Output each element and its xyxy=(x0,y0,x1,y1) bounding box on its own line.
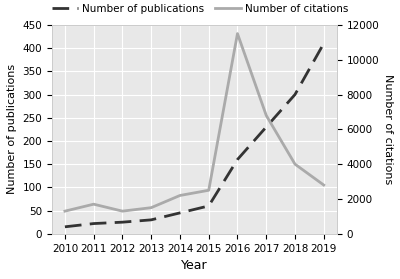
Number of publications xyxy=(206,204,211,208)
Y-axis label: Number of citations: Number of citations xyxy=(383,74,393,184)
Number of citations xyxy=(264,114,269,117)
Number of publications xyxy=(264,125,269,129)
Number of publications xyxy=(120,220,125,224)
Y-axis label: Number of publications: Number of publications xyxy=(7,64,17,194)
Number of publications xyxy=(321,42,326,45)
Number of publications xyxy=(91,222,96,225)
Number of citations xyxy=(149,206,154,209)
Number of citations xyxy=(120,210,125,213)
Number of citations xyxy=(235,32,240,35)
Number of publications xyxy=(292,93,297,96)
Number of citations xyxy=(206,189,211,192)
Number of citations xyxy=(91,203,96,206)
X-axis label: Year: Year xyxy=(181,259,208,272)
Number of citations xyxy=(321,183,326,187)
Line: Number of publications: Number of publications xyxy=(65,44,324,227)
Number of citations xyxy=(178,194,182,197)
Legend: Number of publications, Number of citations: Number of publications, Number of citati… xyxy=(48,0,352,18)
Number of publications xyxy=(178,211,182,215)
Number of publications xyxy=(149,218,154,222)
Number of publications xyxy=(235,158,240,161)
Number of citations xyxy=(292,162,297,166)
Number of publications xyxy=(62,225,67,229)
Line: Number of citations: Number of citations xyxy=(65,33,324,211)
Number of citations xyxy=(62,210,67,213)
